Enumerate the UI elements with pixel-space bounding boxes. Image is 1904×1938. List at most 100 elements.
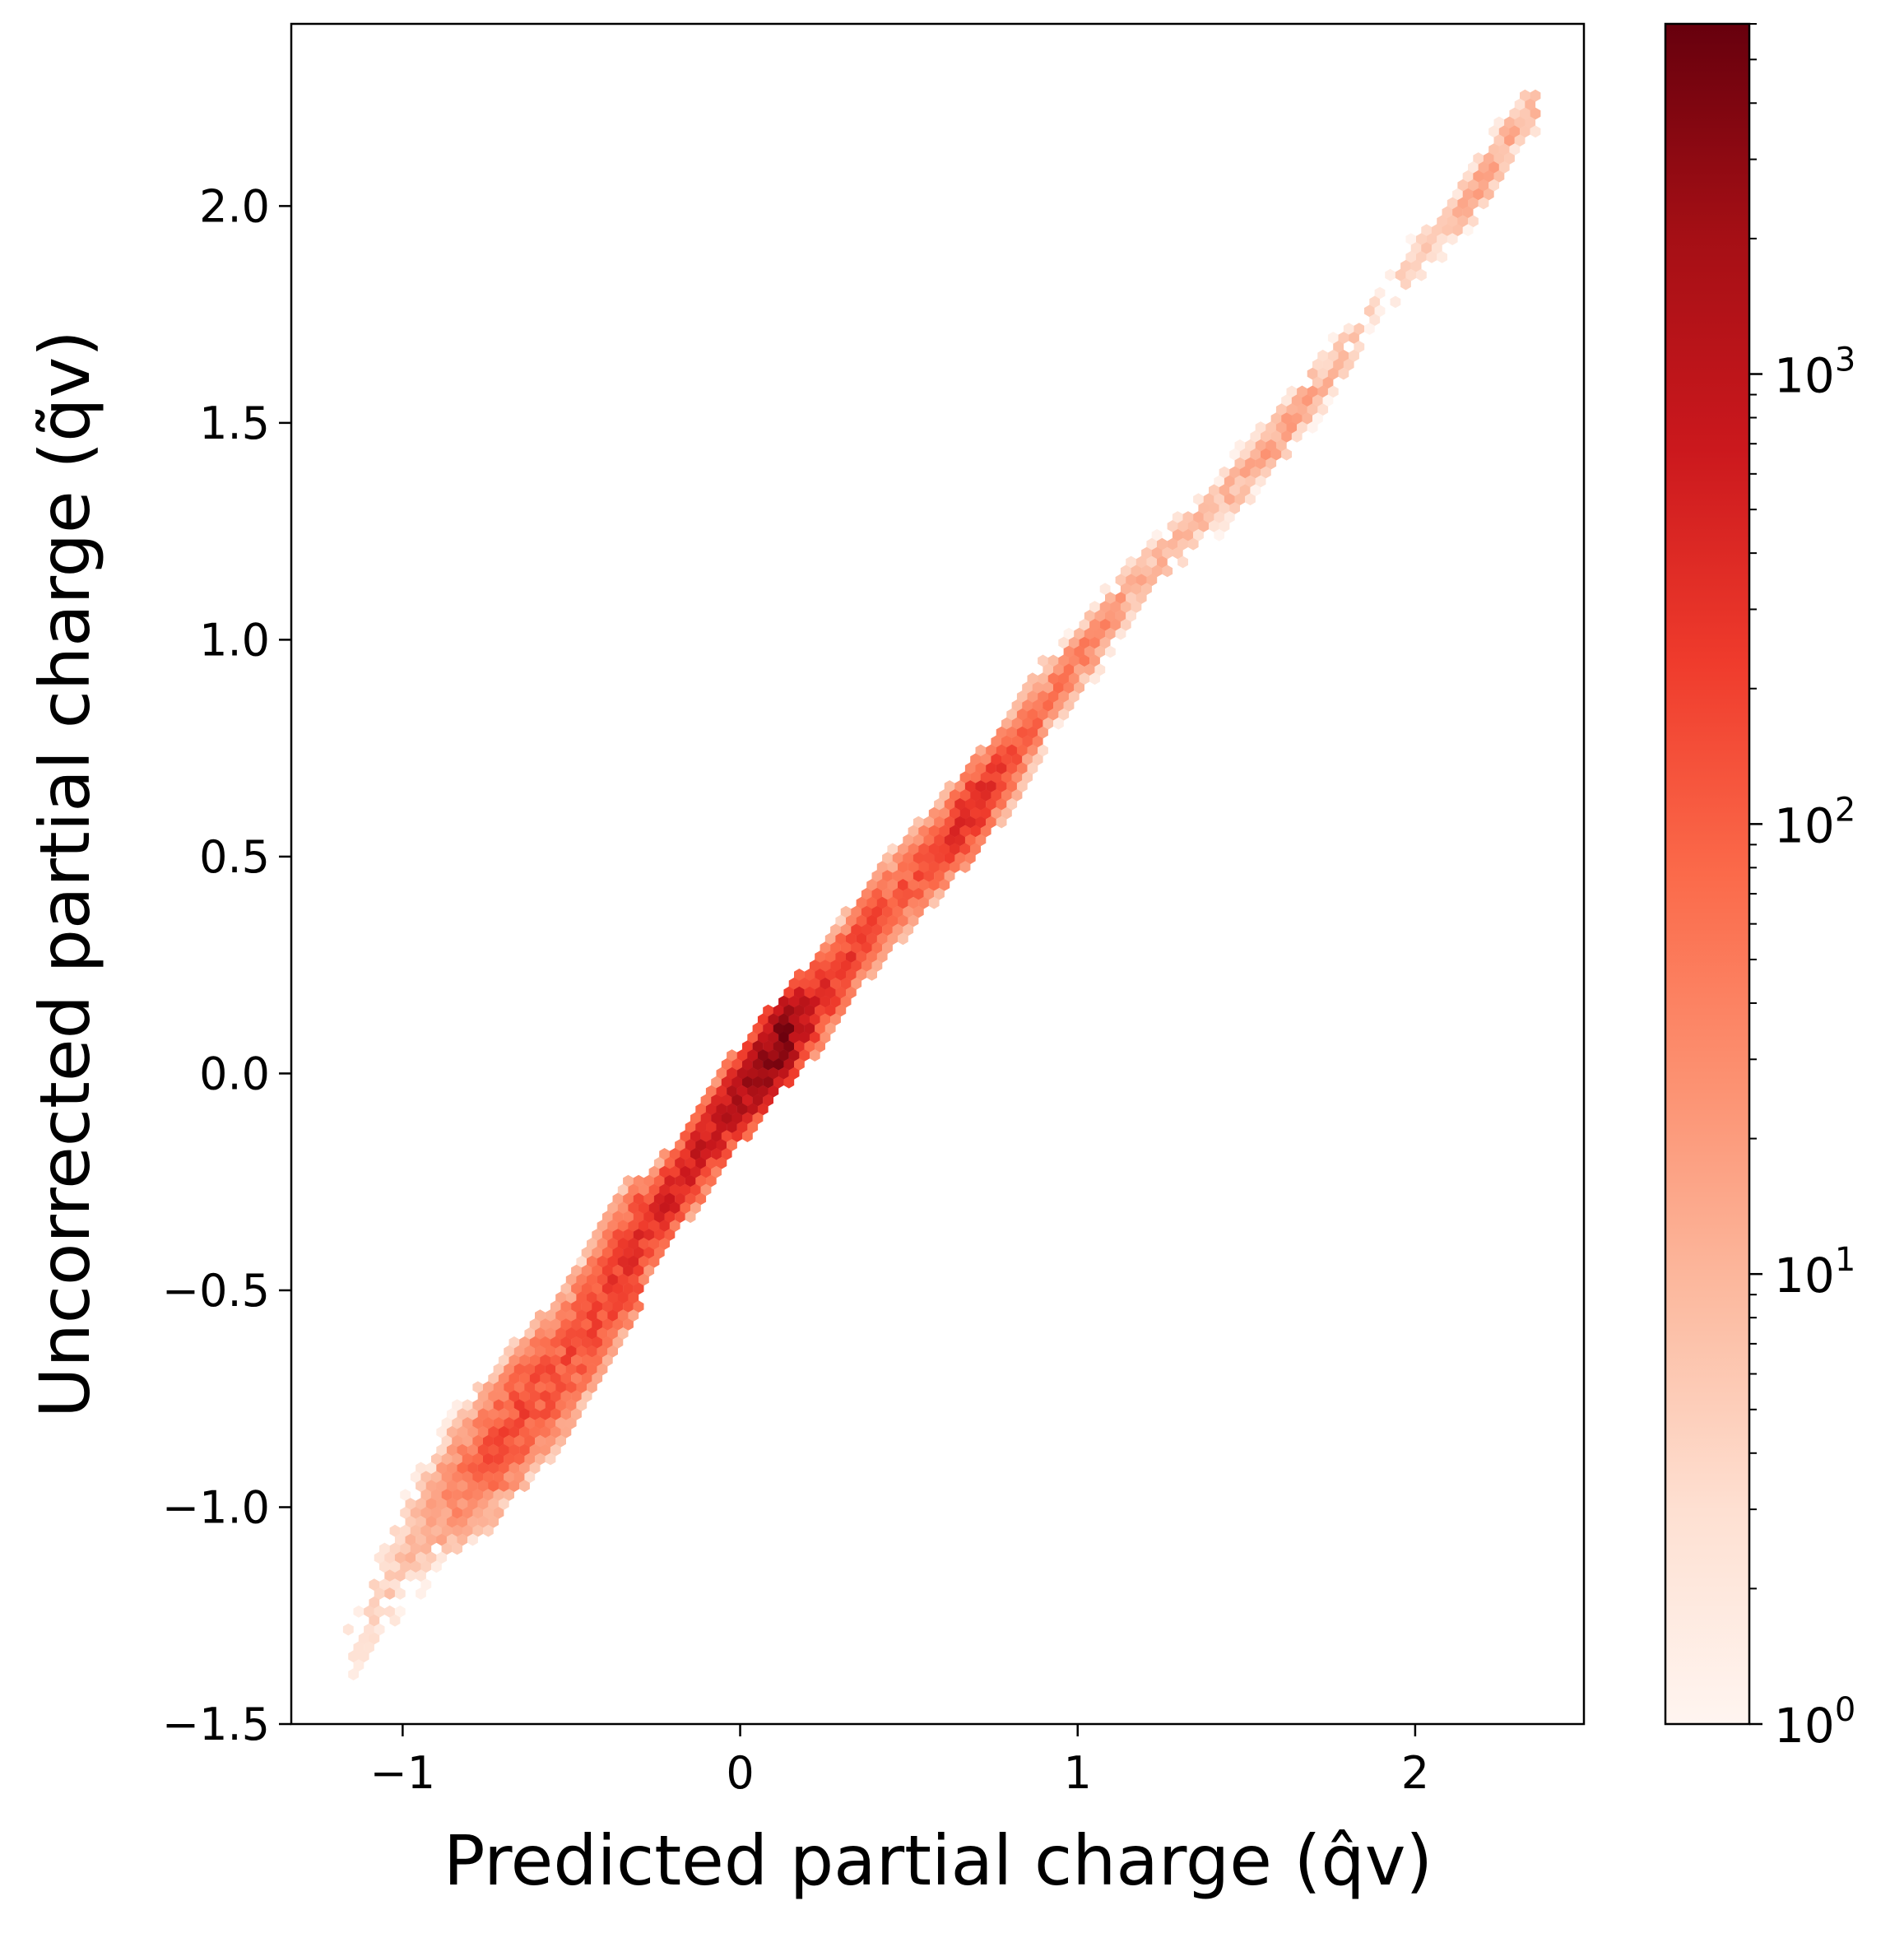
- hexbin-cell: [856, 896, 867, 909]
- hexbin-cell: [799, 1013, 810, 1026]
- hexbin-cell: [529, 1408, 541, 1420]
- hexbin-cell: [1063, 663, 1075, 676]
- hexbin-cell: [587, 1273, 597, 1286]
- hexbin-cell: [545, 1452, 556, 1466]
- hexbin-cell: [1250, 430, 1261, 443]
- hexbin-cell: [959, 843, 971, 856]
- hexbin-cell: [565, 1291, 577, 1304]
- hexbin-cell: [592, 1264, 603, 1277]
- hexbin-cell: [1126, 610, 1136, 622]
- hexbin-cell: [695, 1103, 707, 1116]
- hexbin-cell: [623, 1300, 634, 1313]
- hexbin-cell: [555, 1434, 566, 1448]
- hexbin-cell: [394, 1605, 406, 1618]
- hexbin-cell: [1022, 753, 1033, 766]
- hexbin-cell: [928, 861, 940, 873]
- hexbin-cell: [633, 1211, 644, 1224]
- hexbin-cell: [1297, 385, 1307, 398]
- hexbin-cell: [721, 1112, 732, 1125]
- hexbin-cell: [959, 771, 971, 783]
- hexbin-cell: [612, 1264, 624, 1277]
- hexbin-cell: [908, 861, 919, 873]
- hexbin-cell: [1416, 251, 1427, 263]
- hexbin-cell: [612, 1192, 624, 1206]
- hexbin-cell: [504, 1381, 514, 1394]
- hexbin-cell: [1239, 466, 1251, 479]
- hexbin-cell: [768, 1031, 779, 1044]
- hexbin-cell: [358, 1650, 369, 1663]
- hexbin-cell: [980, 753, 991, 766]
- hexbin-cell: [1405, 251, 1417, 263]
- colorbar-tick-label: 103: [1774, 342, 1855, 404]
- hexbin-cell: [1234, 475, 1246, 488]
- hexbin-cell: [457, 1498, 468, 1510]
- hexbin-cell: [675, 1211, 685, 1224]
- hexbin-cell: [1131, 565, 1142, 578]
- hexbin-cell: [1006, 780, 1018, 792]
- hexbin-cell: [597, 1273, 608, 1286]
- hexbin-cell: [970, 825, 981, 838]
- hexbin-cell: [1068, 690, 1080, 703]
- hexbin-cell: [913, 887, 924, 900]
- hexbin-cell: [467, 1498, 478, 1510]
- hexbin-cell: [954, 780, 966, 792]
- hexbin-cell: [394, 1551, 406, 1564]
- hexbin-cell: [731, 1058, 743, 1071]
- hexbin-cell: [747, 1067, 759, 1080]
- hexbin-cell: [1043, 699, 1054, 712]
- hexbin-cell: [504, 1363, 514, 1376]
- hexbin-cell: [545, 1434, 556, 1448]
- hexbin-cell: [441, 1417, 453, 1429]
- hexbin-cell: [560, 1336, 572, 1349]
- hexbin-cell: [529, 1425, 541, 1438]
- hexbin-cell: [597, 1327, 608, 1340]
- hexbin-cell: [462, 1507, 473, 1519]
- hexbin-cell: [846, 932, 857, 946]
- hexbin-cell: [1001, 789, 1012, 802]
- hexbin-cell: [1343, 323, 1354, 335]
- hexbin-cell: [763, 1094, 773, 1107]
- hexbin-cell: [1115, 627, 1126, 640]
- hexbin-cell: [757, 1031, 769, 1044]
- hexbin-cell: [659, 1148, 670, 1160]
- hexbin-cell: [452, 1489, 462, 1501]
- hexbin-cell: [908, 914, 919, 927]
- hexbin-cell: [757, 1067, 769, 1080]
- hexbin-cell: [379, 1578, 390, 1591]
- hexbin-cell: [876, 950, 888, 963]
- hexbin-cell: [1265, 457, 1277, 470]
- hexbin-cell: [1120, 565, 1131, 578]
- hexbin-cell: [524, 1417, 536, 1429]
- hexbin-cell: [1405, 268, 1417, 281]
- hexbin-cell: [840, 977, 852, 990]
- hexbin-cell: [581, 1246, 592, 1259]
- hexbin-cell: [809, 1013, 820, 1026]
- hexbin-cell: [545, 1345, 556, 1358]
- hexbin-cell: [1364, 323, 1375, 335]
- hexbin-cell: [1038, 690, 1048, 703]
- hexbin-cell: [986, 797, 996, 811]
- hexbin-cell: [664, 1174, 676, 1187]
- hexbin-cell: [529, 1443, 541, 1457]
- hexbin-cell: [540, 1372, 551, 1385]
- colorbar: [1664, 22, 1751, 1726]
- hexbin-cell: [498, 1390, 509, 1403]
- hexbin-cell: [1250, 484, 1261, 497]
- hexbin-cell: [509, 1372, 520, 1385]
- hexbin-cell: [1001, 806, 1012, 820]
- hexbin-cell: [1074, 663, 1084, 676]
- hexbin-cell: [815, 1040, 825, 1053]
- hexbin-cell: [374, 1587, 385, 1600]
- hexbin-cell: [1038, 654, 1048, 667]
- hexbin-cell: [1281, 412, 1292, 425]
- hexbin-cell: [477, 1425, 489, 1438]
- hexbin-cell: [441, 1507, 453, 1519]
- hexbin-cell: [587, 1291, 597, 1304]
- y-tick-label: 2.0: [199, 180, 270, 232]
- hexbin-cell: [509, 1480, 520, 1493]
- hexbin-cell: [353, 1641, 365, 1654]
- hexbin-cell: [928, 825, 940, 838]
- hexbin-cell: [535, 1381, 546, 1394]
- hexbin-cell: [1193, 511, 1204, 523]
- hexbin-cell: [903, 834, 914, 847]
